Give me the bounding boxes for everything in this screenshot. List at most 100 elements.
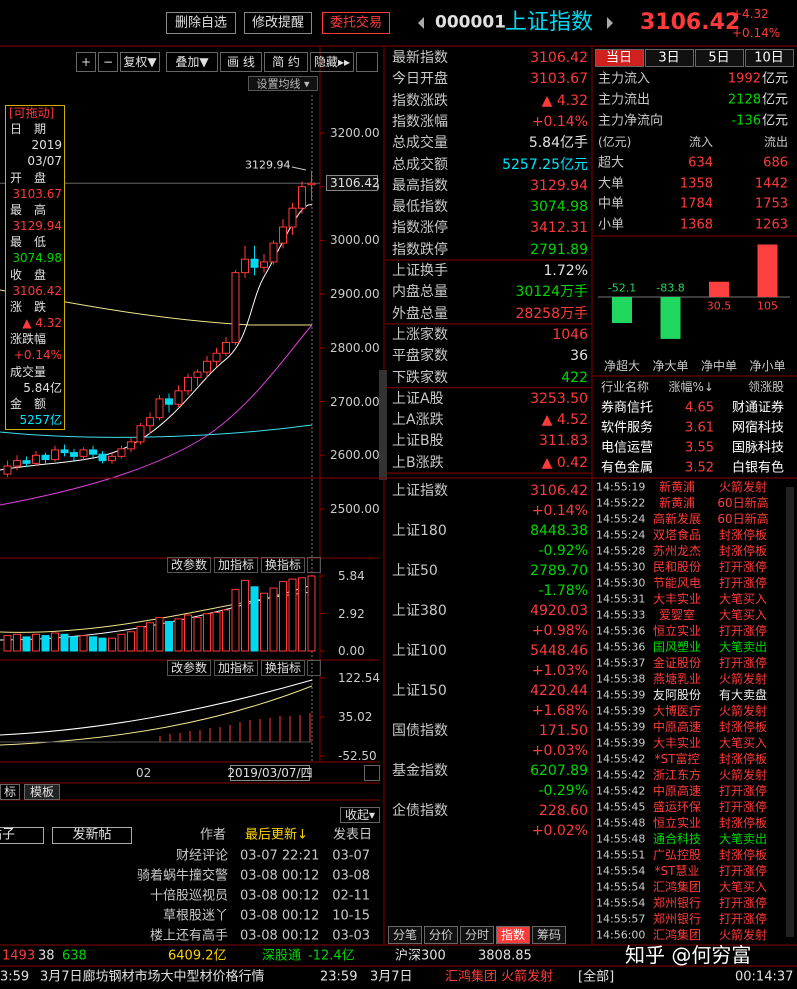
quote-tab[interactable] — [496, 926, 530, 944]
quote-tab[interactable] — [424, 926, 458, 944]
y-tick-label: 2500.00 — [330, 502, 380, 516]
collapse-button[interactable]: 收起▾ — [345, 808, 376, 822]
ticker-time: 14:55:39 — [596, 688, 646, 702]
chart-tool[interactable] — [220, 52, 262, 72]
fullscreen-button[interactable] — [356, 52, 378, 72]
ticker-event: 火箭发射 — [718, 704, 768, 718]
quote-value: 5.84亿手 — [528, 135, 588, 152]
splitter — [379, 370, 387, 480]
y-tick-label: 0.00 — [338, 644, 365, 658]
flow-header: (亿元) — [598, 135, 632, 149]
high-note: 3129.94 — [245, 158, 291, 172]
collapse-box[interactable] — [340, 807, 380, 823]
scroll-button[interactable] — [364, 765, 380, 781]
flow-tab[interactable] — [595, 49, 644, 67]
quote-label: 上B涨跌 — [392, 454, 444, 471]
flow-cell: 小单 — [598, 217, 625, 232]
forum-header: 最后更新↓ — [245, 827, 308, 843]
ticker-event: 封涨停板 — [718, 720, 768, 734]
index-pct: +0.03% — [531, 743, 588, 759]
candle-body — [22, 460, 31, 464]
quote-label: 内盘总量 — [392, 284, 448, 301]
indicator-button[interactable] — [167, 660, 211, 676]
info-label: 最 低 — [10, 235, 47, 250]
toolbar-button[interactable] — [244, 12, 312, 34]
forum-cell: 十倍股巡视员 — [149, 888, 228, 904]
toolbar-button[interactable] — [322, 12, 390, 34]
candle-body — [212, 352, 221, 362]
indicator-button[interactable] — [214, 660, 258, 676]
index-pct: -0.92% — [538, 543, 588, 559]
flow-tab[interactable] — [745, 49, 794, 67]
chart-tool[interactable] — [76, 52, 96, 72]
info-box[interactable] — [5, 105, 65, 430]
quote-label: 外盘总量 — [392, 305, 448, 322]
info-label: 成交量 — [10, 364, 47, 379]
close-button[interactable] — [307, 557, 321, 573]
flow-cell: 634 — [688, 155, 713, 171]
ticker-event: 火箭发射 — [718, 672, 768, 686]
net-bar — [660, 297, 681, 339]
forum-tab-label[interactable]: 发新帖 — [72, 827, 112, 843]
indicator-button[interactable] — [167, 557, 211, 573]
bottom-tab[interactable] — [24, 784, 60, 800]
flow-unit: 亿元 — [762, 113, 789, 129]
indicator-button[interactable] — [261, 557, 305, 573]
index-pct: -0.29% — [538, 783, 588, 799]
ticker-event: 打开涨停 — [718, 576, 768, 590]
forum-tab[interactable] — [0, 827, 44, 844]
chart-tool[interactable] — [264, 52, 308, 72]
toolbar-button[interactable] — [166, 12, 236, 34]
close-button[interactable] — [307, 660, 321, 676]
news-item: 3:59 — [0, 969, 30, 985]
index-name: 上证50 — [392, 563, 438, 579]
y-tick-label: 2800.00 — [330, 340, 380, 355]
ticker-time: 14:55:24 — [596, 512, 646, 526]
ma-setting[interactable] — [248, 76, 318, 91]
y-tick-label: 2900.00 — [330, 287, 380, 302]
quote-tab[interactable] — [388, 926, 422, 944]
candle-body — [136, 425, 145, 443]
chart-tool[interactable] — [310, 52, 354, 72]
net-value: -52.1 — [607, 281, 637, 295]
quote-tab[interactable] — [532, 926, 566, 944]
chart-tool[interactable] — [120, 52, 160, 72]
candle-body — [60, 449, 69, 454]
ticker-stock: 中原高速 — [652, 784, 702, 798]
ticker-stock: 燕塘乳业 — [652, 672, 702, 686]
stock-price: 3106.42 — [640, 10, 741, 35]
forum-cell: 草根股迷丫 — [162, 908, 228, 924]
volume-bar — [212, 611, 221, 652]
forum-cell: 03-08 00:12 — [240, 868, 320, 884]
indicator-button-label: 加指标 — [217, 558, 255, 572]
quote-value: 3074.98 — [530, 199, 588, 216]
ticker-time: 14:55:36 — [596, 624, 646, 638]
ticker-event: 大笔卖出 — [718, 832, 768, 846]
volume-bar — [174, 618, 183, 652]
indicator-button-label: 换指标 — [264, 661, 302, 675]
status-item: 沪深300 — [395, 948, 446, 964]
ticker-event: 大笔买入 — [718, 736, 768, 750]
chart-tool[interactable] — [98, 52, 118, 72]
stock-change-pct: +0.14% — [732, 26, 781, 40]
flow-cell: 中单 — [598, 196, 625, 212]
info-label: 开 盘 — [10, 170, 47, 185]
forum-tab[interactable] — [52, 827, 132, 844]
indicator-button[interactable] — [214, 557, 258, 573]
industry-header: 领涨股 — [747, 380, 784, 394]
volume-bar — [60, 633, 69, 652]
ticker-event: 60日新高 — [717, 512, 769, 526]
flow-tab[interactable] — [695, 49, 744, 67]
flow-tab[interactable] — [645, 49, 694, 67]
chart-tool[interactable] — [166, 52, 218, 72]
forum-tab-label[interactable]: 帖子 — [0, 827, 16, 843]
quote-label: 上A涨跌 — [392, 412, 444, 429]
ticker-time: 14:55:28 — [596, 544, 646, 558]
quote-label: 上证换手 — [392, 263, 448, 279]
quote-tab[interactable] — [460, 926, 494, 944]
bottom-tab[interactable] — [0, 784, 20, 800]
forum-cell: 03-03 — [332, 928, 370, 944]
indicator-button[interactable] — [261, 660, 305, 676]
industry-cell: 有色金属 — [601, 460, 654, 476]
candle-body — [222, 341, 230, 354]
